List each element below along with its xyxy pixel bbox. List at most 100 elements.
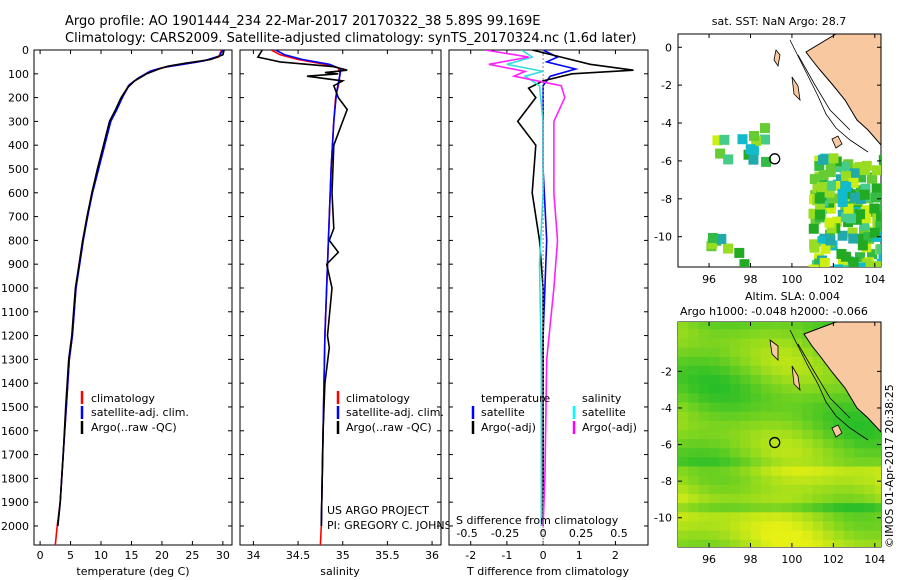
sla-cell	[698, 409, 710, 421]
sla-cell	[678, 519, 689, 531]
map-x-tick-label: 96	[702, 553, 716, 566]
sst-pixel	[820, 243, 831, 254]
sla-cell	[823, 464, 834, 476]
sumatra-coast	[805, 34, 881, 146]
sla-cell	[678, 373, 689, 385]
sla-cell	[874, 537, 881, 547]
sla-cell	[719, 528, 731, 540]
sla-cell	[760, 482, 772, 494]
sla-cell	[802, 473, 814, 485]
sst-pixel	[855, 262, 866, 267]
sla-cell	[833, 446, 845, 458]
sla-cell	[843, 418, 855, 430]
sla-cell	[823, 510, 834, 522]
sla-cell	[781, 537, 793, 547]
sla-cell	[719, 336, 731, 348]
sla-cell	[729, 327, 741, 339]
difference-axes-frame	[448, 49, 649, 546]
sla-cell	[750, 437, 762, 449]
sst-pixel	[814, 161, 825, 172]
sst-pixel	[867, 249, 878, 260]
sla-cell	[843, 455, 855, 467]
sla-cell	[719, 409, 731, 421]
sla-cell	[812, 322, 824, 330]
map-y-tick-label: -8	[661, 475, 672, 488]
sla-cell	[833, 528, 845, 540]
sla-cell	[698, 428, 710, 440]
sla-cell	[729, 537, 741, 547]
sst-pixel	[832, 216, 843, 227]
sla-cell	[854, 473, 866, 485]
sla-cell	[854, 418, 866, 430]
sla-cell	[791, 510, 803, 522]
sla-cell	[771, 528, 783, 540]
sla-cell	[791, 354, 803, 366]
sla-cell	[802, 510, 814, 522]
sla-map-panel: Altim. SLA: 0.004 Argo h1000: -0.048 h20…	[654, 290, 885, 566]
sla-cell	[688, 336, 700, 348]
sla-cell	[719, 437, 731, 449]
sla-cell	[854, 437, 866, 449]
sla-cell	[791, 437, 803, 449]
sla-cell	[719, 400, 731, 412]
sla-cell	[709, 418, 721, 430]
sst-pixel	[849, 168, 860, 179]
sla-cell	[802, 482, 814, 494]
sla-cell	[740, 428, 752, 440]
sst-pixel	[852, 163, 863, 174]
sla-cell	[698, 528, 710, 540]
sst-pixel	[832, 264, 843, 267]
sla-cell	[802, 537, 814, 547]
sla-cell	[833, 455, 845, 467]
sla-cell	[843, 519, 855, 531]
sst-pixel	[869, 203, 880, 214]
sla-cell	[791, 528, 803, 540]
sla-cell	[843, 528, 855, 540]
sst-pixel	[825, 180, 836, 191]
sla-cell	[729, 501, 741, 513]
sla-cell	[854, 455, 866, 467]
sla-cell	[750, 391, 762, 403]
sla-cell	[760, 336, 772, 348]
sst-pixel	[825, 159, 836, 170]
depth-contour	[789, 329, 869, 441]
sst-pixel	[850, 192, 861, 203]
sla-cell	[843, 464, 855, 476]
sst-pixel	[760, 123, 771, 134]
sla-cell	[709, 482, 721, 494]
sla-cell	[823, 409, 834, 421]
sla-cell	[781, 446, 793, 458]
sla-cell	[688, 364, 700, 376]
series-line-s-satellite	[506, 50, 544, 526]
sst-pixel	[828, 153, 839, 164]
y-tick-label: 1300	[1, 353, 29, 366]
sst-pixel	[856, 233, 867, 244]
sla-cell	[740, 409, 752, 421]
s-difference-ticks: -0.5 -0.25 0 0.25 0.5	[456, 527, 627, 540]
y-tick-label: 300	[8, 115, 29, 128]
sla-cell	[709, 336, 721, 348]
sla-cell	[771, 322, 783, 330]
sla-cell	[791, 464, 803, 476]
sla-cell	[678, 336, 689, 348]
sla-cell	[709, 373, 721, 385]
sla-cell	[812, 364, 824, 376]
sla-cell	[698, 418, 710, 430]
sla-cell	[874, 446, 881, 458]
salinity-panel: 34 34.5 35 35.5 36 salinity climatology sate…	[239, 49, 468, 578]
sla-cell	[802, 428, 814, 440]
sla-cell	[802, 336, 814, 348]
y-tick-label: 600	[8, 187, 29, 200]
sla-cell	[719, 473, 731, 485]
sla-cell	[854, 464, 866, 476]
sst-pixel	[837, 196, 848, 207]
sla-cell	[843, 537, 855, 547]
sla-cell	[740, 455, 752, 467]
sla-cell	[729, 409, 741, 421]
map-y-tick-label: -8	[661, 193, 672, 206]
sla-cell	[771, 482, 783, 494]
t-difference-xlabel: T difference from climatology	[466, 565, 629, 578]
sla-cell	[802, 409, 814, 421]
map-y-tick-label: -10	[654, 512, 672, 525]
sst-pixel	[843, 203, 854, 214]
